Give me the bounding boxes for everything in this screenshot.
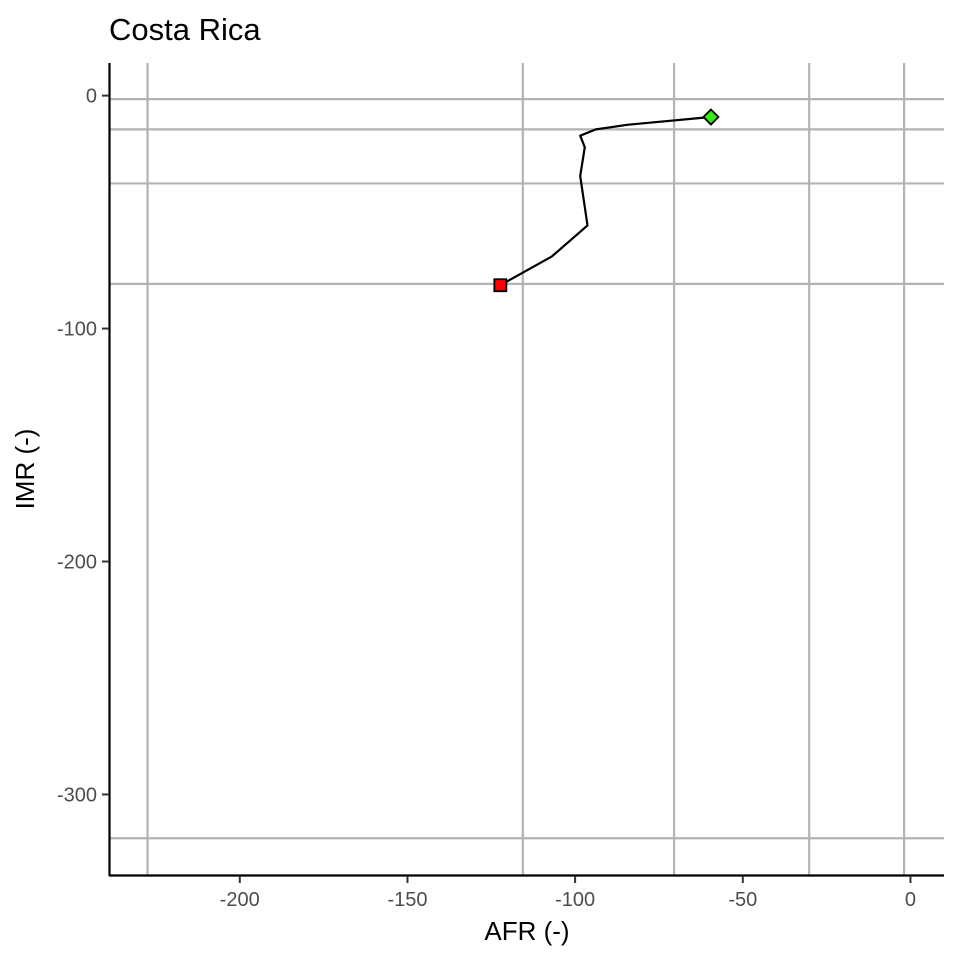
y-tick-label: -300 [57,784,97,806]
x-tick-label: -200 [220,889,260,911]
end-marker-square [493,278,508,293]
series [499,115,712,287]
axes [108,63,944,877]
y-tick-label: 0 [86,86,97,108]
x-tick-label: -150 [387,889,427,911]
y-axis-title: IMR (-) [10,429,40,510]
y-tick-label: -200 [57,552,97,574]
chart-title: Costa Rica [109,12,261,47]
x-tick-label: -100 [555,889,595,911]
start-marker-diamond [702,108,720,126]
series-line-0 [499,115,712,287]
markers [493,108,720,293]
y-tick-label: -100 [57,319,97,341]
x-axis-title: AFR (-) [484,916,569,946]
grid [109,63,944,876]
ticks: -200 -150 -100 -50 0 0 -100 -200 -300 [57,86,916,911]
x-tick-label: 0 [905,889,916,911]
x-tick-label: -50 [728,889,757,911]
